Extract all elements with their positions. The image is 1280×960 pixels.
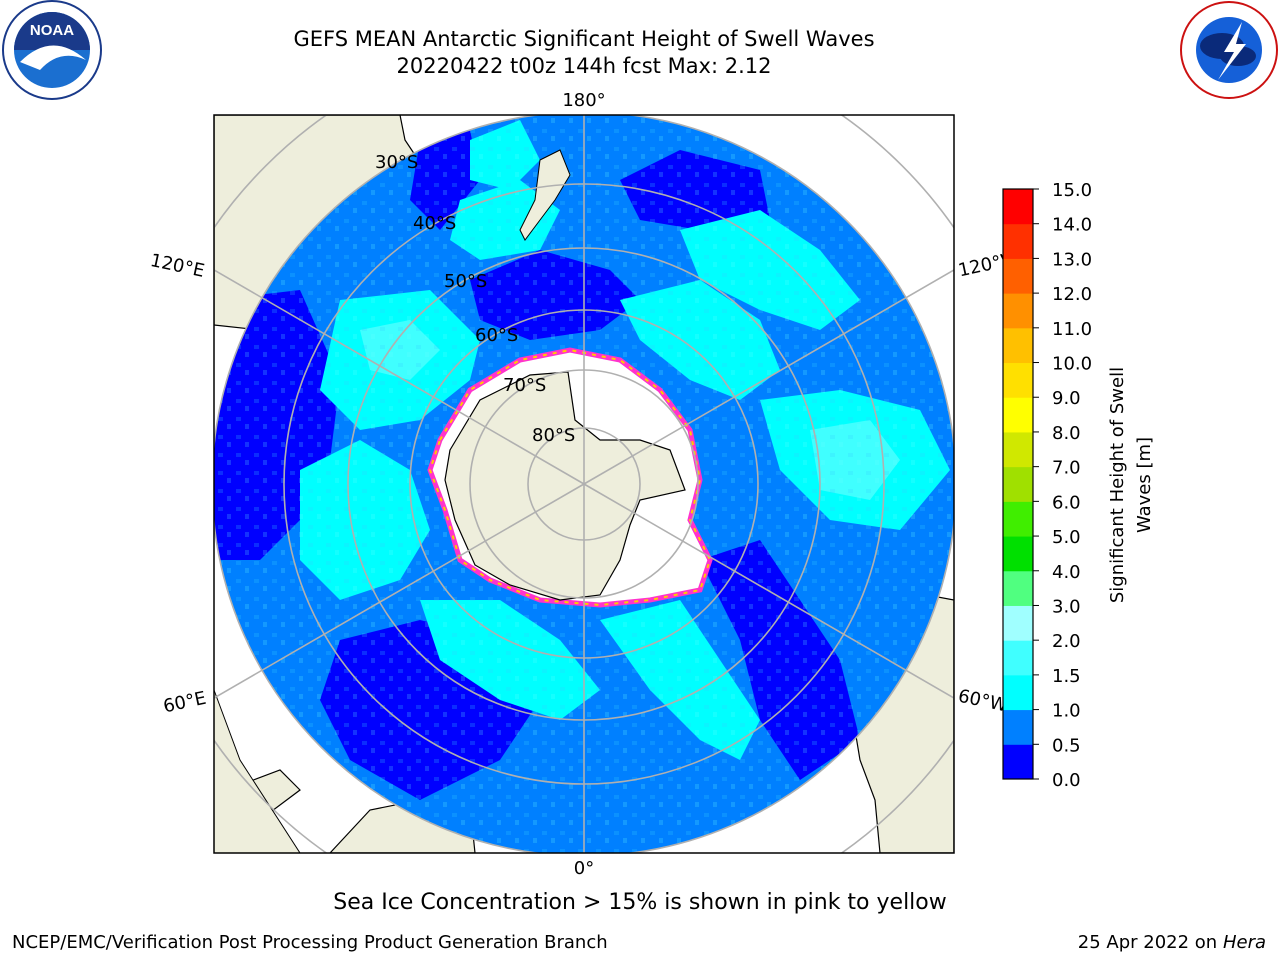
colorbar-swatch bbox=[1003, 674, 1033, 711]
colorbar-tick-label: 9.0 bbox=[1052, 388, 1081, 409]
colorbar-swatch bbox=[1003, 744, 1033, 780]
footer-date: 25 Apr 2022 on Hera bbox=[1078, 932, 1266, 953]
colorbar-swatch bbox=[1003, 293, 1033, 329]
lon-label-120e: 120°E bbox=[148, 250, 206, 282]
colorbar-swatch bbox=[1003, 605, 1033, 641]
colorbar-tick-label: 11.0 bbox=[1052, 319, 1092, 340]
colorbar-swatch bbox=[1003, 466, 1033, 502]
lon-label-60w: 60°W bbox=[956, 686, 1009, 717]
colorbar-swatch bbox=[1003, 640, 1033, 676]
colorbar-tick-label: 3.0 bbox=[1052, 596, 1081, 617]
colorbar-label-line2: Waves [m] bbox=[1134, 437, 1155, 533]
lat-label-50s: 50°S bbox=[444, 271, 487, 292]
map-title-line2: 20220422 t00z 144h fcst Max: 2.12 bbox=[396, 54, 772, 78]
nws-logo bbox=[1180, 1, 1278, 99]
colorbar-swatch bbox=[1003, 570, 1033, 606]
colorbar-tick-label: 10.0 bbox=[1052, 354, 1092, 375]
colorbar-tick-label: 5.0 bbox=[1052, 527, 1081, 548]
lat-label-60s: 60°S bbox=[475, 325, 518, 346]
new-zealand-land bbox=[519, 149, 571, 241]
colorbar-swatch bbox=[1003, 501, 1033, 537]
lon-label-60e: 60°E bbox=[161, 688, 208, 718]
colorbar-swatch bbox=[1003, 189, 1033, 225]
colorbar-tick-label: 13.0 bbox=[1052, 249, 1092, 270]
noaa-logo: NOAA bbox=[2, 0, 102, 100]
colorbar-swatch bbox=[1003, 327, 1033, 364]
colorbar-tick-label: 8.0 bbox=[1052, 423, 1081, 444]
colorbar-tick-label: 0.5 bbox=[1052, 735, 1081, 756]
footer-branch: NCEP/EMC/Verification Post Processing Pr… bbox=[12, 932, 608, 953]
colorbar-tick-label: 6.0 bbox=[1052, 492, 1081, 513]
colorbar-frame bbox=[1002, 188, 1034, 780]
footer-date-text: 25 Apr 2022 on bbox=[1077, 932, 1223, 953]
colorbar-tick-label: 7.0 bbox=[1052, 458, 1081, 479]
longitude-grid bbox=[214, 115, 954, 853]
footer-host: Hera bbox=[1222, 932, 1266, 953]
lat-label-80s: 80°S bbox=[532, 425, 575, 446]
colorbar-tick-label: 15.0 bbox=[1052, 180, 1092, 201]
colorbar bbox=[1002, 188, 1034, 780]
colorbar-tick-label: 0.0 bbox=[1052, 770, 1081, 791]
colorbar-tick-label: 14.0 bbox=[1052, 215, 1092, 236]
colorbar-label-line1: Significant Height of Swell bbox=[1107, 367, 1128, 603]
lat-label-70s: 70°S bbox=[503, 375, 546, 396]
lon-label-0: 0° bbox=[574, 858, 594, 879]
polar-map bbox=[214, 115, 954, 853]
colorbar-swatch bbox=[1003, 709, 1033, 745]
lat-label-30s: 30°S bbox=[375, 152, 418, 173]
noaa-logo-text: NOAA bbox=[30, 22, 74, 39]
antarctica-land bbox=[444, 371, 686, 601]
colorbar-swatch bbox=[1003, 362, 1033, 398]
colorbar-swatch bbox=[1003, 536, 1033, 572]
lon-label-180: 180° bbox=[562, 90, 605, 111]
map-frame bbox=[213, 114, 955, 854]
colorbar-swatch bbox=[1003, 431, 1033, 468]
colorbar-tick-label: 4.0 bbox=[1052, 562, 1081, 583]
colorbar-tick-label: 1.5 bbox=[1052, 666, 1081, 687]
colorbar-ticks: 0.0 0.5 1.0 1.5 2.0 3.0 4.0 5.0 6.0 7.0 8.0 9.0 10.0… bbox=[1033, 180, 1092, 791]
colorbar-swatch bbox=[1003, 258, 1033, 294]
colorbar-tick-label: 2.0 bbox=[1052, 631, 1081, 652]
colorbar-tick-label: 1.0 bbox=[1052, 701, 1081, 722]
africa-west-land bbox=[214, 689, 301, 853]
colorbar-tick-label: 12.0 bbox=[1052, 284, 1092, 305]
sea-ice-note: Sea Ice Concentration > 15% is shown in … bbox=[333, 890, 947, 915]
lat-label-40s: 40°S bbox=[413, 213, 456, 234]
colorbar-swatch bbox=[1003, 397, 1033, 433]
map-title-line1: GEFS MEAN Antarctic Significant Height o… bbox=[293, 27, 875, 51]
colorbar-swatch bbox=[1003, 223, 1033, 259]
